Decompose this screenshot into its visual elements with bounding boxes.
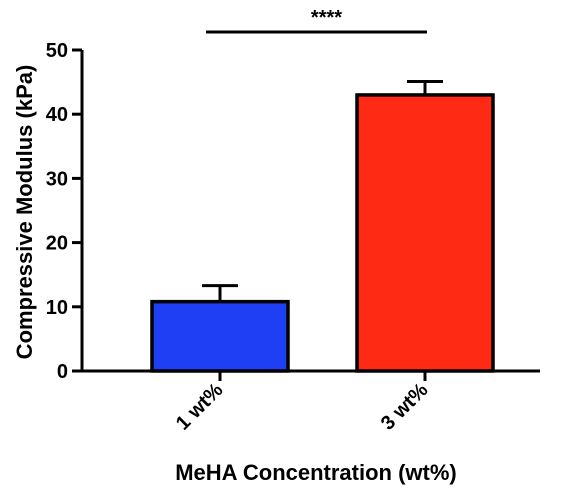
plot-area: 0 10 20 30 40 50 1 wt% 3 wt% **** <box>46 7 540 435</box>
bar <box>150 299 290 373</box>
y-tick-label: 50 <box>46 40 68 62</box>
y-tick-label: 0 <box>57 361 68 383</box>
y-tick-label: 30 <box>46 168 68 190</box>
significance-label: **** <box>311 7 342 29</box>
y-axis-label: Compressive Modulus (kPa) <box>12 65 37 360</box>
x-axis-label: MeHA Concentration (wt%) <box>175 460 457 485</box>
bar <box>355 93 495 373</box>
x-tick-label: 1 wt% <box>172 379 228 435</box>
y-tick-label: 40 <box>46 104 68 126</box>
y-tick-label: 10 <box>46 297 68 319</box>
y-tick-label: 20 <box>46 233 68 255</box>
x-tick-label: 3 wt% <box>377 379 433 435</box>
